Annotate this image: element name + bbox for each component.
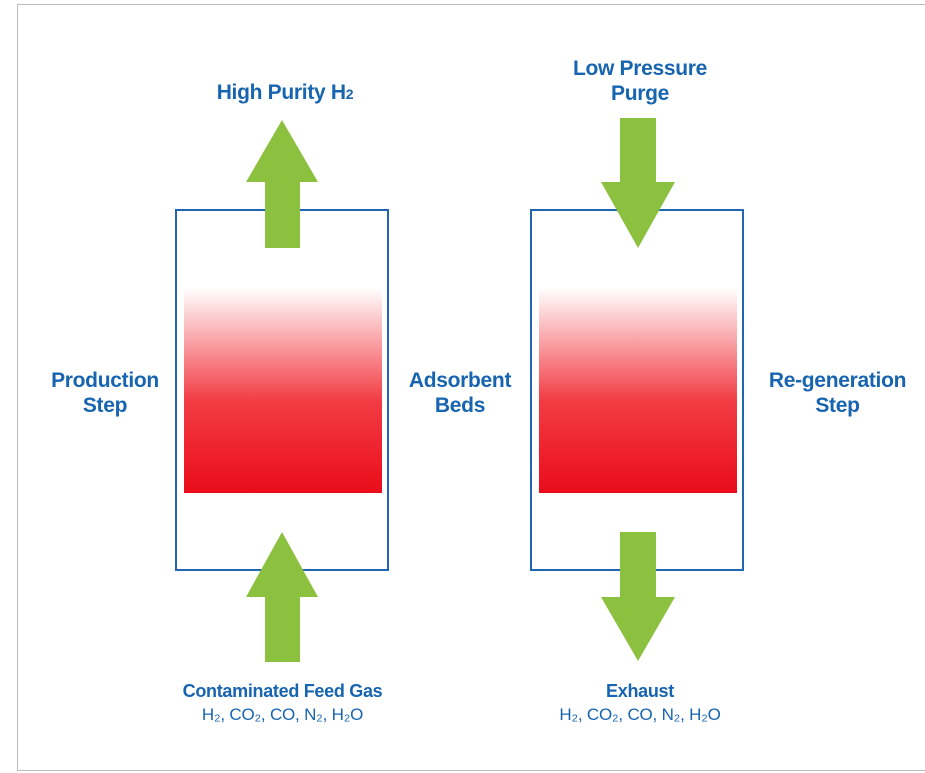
high-purity-h2-text: High Purity H2: [216, 81, 354, 104]
regeneration-step-line: Step: [815, 394, 860, 417]
feed-in-arrow-icon: [246, 532, 318, 662]
production-adsorbent-fill: [184, 288, 382, 493]
production-step-label: Production Step: [30, 368, 180, 418]
low-pressure-line: Low Pressure: [572, 57, 708, 80]
step-line: Step: [82, 394, 128, 417]
exhaust-out-arrow-icon: [601, 532, 675, 661]
low-pressure-purge-label: Low Pressure Purge: [535, 56, 745, 106]
purge-line: Purge: [610, 82, 669, 105]
purge-in-arrow-icon: [601, 118, 675, 248]
beds-line: Beds: [434, 394, 486, 417]
adsorbent-beds-label: Adsorbent Beds: [390, 368, 530, 418]
regeneration-line: Re-generation: [768, 369, 907, 392]
feed-gas-components: H₂, CO₂, CO, N₂, H₂O: [201, 705, 364, 724]
production-line: Production: [51, 369, 159, 392]
regeneration-adsorbent-fill: [539, 288, 737, 493]
adsorbent-line: Adsorbent: [408, 369, 512, 392]
regeneration-step-label: Re-generation Step: [750, 368, 925, 418]
high-purity-h2-label: High Purity H2: [180, 80, 390, 107]
diagram-frame: [17, 4, 925, 771]
exhaust-components: H₂, CO₂, CO, N₂, H₂O: [559, 705, 721, 724]
exhaust-title: Exhaust: [606, 681, 674, 701]
product-out-arrow-icon: [246, 120, 318, 248]
feed-gas-title: Contaminated Feed Gas: [182, 681, 383, 701]
